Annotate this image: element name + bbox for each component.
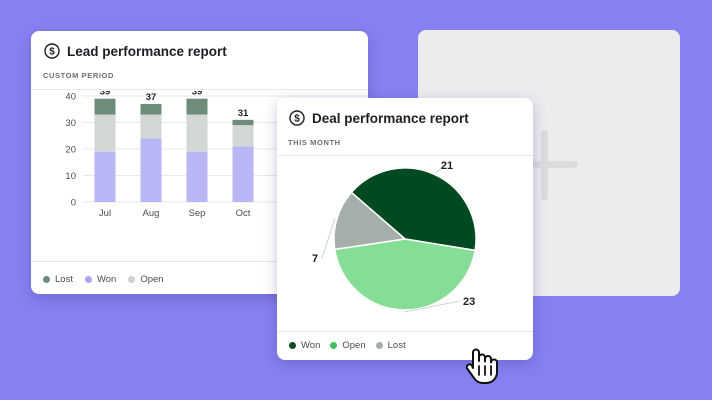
legend-label-won: Won — [301, 340, 321, 351]
bar-open-oct — [232, 125, 254, 147]
y-tick-label: 0 — [71, 198, 76, 209]
y-tick-label: 10 — [65, 171, 76, 182]
legend-item-open: Open — [128, 274, 164, 285]
deal-card-divider — [277, 155, 533, 156]
deal-performance-card[interactable]: $ Deal performance report THIS MONTH 21 2… — [277, 98, 533, 360]
x-tick-label: Oct — [236, 208, 251, 219]
pie-value-label: 7 — [312, 253, 318, 265]
y-tick-label: 30 — [65, 118, 76, 129]
legend-item-lost: Lost — [375, 340, 406, 351]
lead-card-footer-divider — [31, 261, 368, 262]
legend-item-open: Open — [330, 340, 366, 351]
pie-value-label: 23 — [463, 296, 475, 308]
deal-pie-chart: 21 23 7 — [312, 160, 477, 313]
lead-card-header: $ Lead performance report — [44, 43, 227, 59]
bar-total-label: 31 — [238, 108, 249, 119]
bar-open-jul — [94, 114, 116, 152]
bar-lost-aug — [140, 103, 162, 115]
legend-dot-open — [330, 342, 338, 349]
pie-slice-won — [350, 167, 477, 252]
legend-dot-won — [289, 342, 296, 349]
bar-lost-sep — [186, 98, 208, 115]
bar-total-label: 39 — [192, 91, 203, 98]
x-tick-label: Sep — [189, 208, 206, 219]
hand-pointer-icon — [465, 348, 498, 384]
pie-leader-line — [321, 218, 336, 259]
legend-label-open: Open — [342, 340, 366, 351]
pie-slice-open — [333, 238, 476, 311]
bar-total-label: 37 — [146, 92, 157, 103]
lead-chart-legend: Lost Won Open — [43, 274, 176, 285]
x-tick-label: Aug — [143, 208, 160, 219]
legend-label-lost: Lost — [55, 274, 73, 285]
plus-icon-vertical — [541, 130, 548, 200]
lead-card-title: Lead performance report — [67, 43, 227, 59]
legend-item-won: Won — [84, 274, 117, 285]
legend-label-lost: Lost — [387, 340, 406, 351]
bar-total-label: 39 — [100, 91, 111, 98]
y-tick-label: 20 — [65, 145, 76, 156]
legend-dot-won — [84, 276, 92, 283]
dollar-circle-icon: $ — [289, 110, 305, 126]
bar-open-aug — [140, 114, 162, 139]
lead-card-divider — [31, 89, 368, 90]
bar-open-sep — [186, 114, 208, 152]
pie-slice-lost — [333, 191, 407, 251]
y-tick-label: 40 — [65, 92, 76, 103]
bar-lost-jul — [94, 98, 116, 115]
lead-card-period: CUSTOM PERIOD — [43, 71, 115, 80]
deal-chart-legend: Won Open Lost — [289, 340, 418, 351]
bar-won-oct — [232, 146, 254, 202]
deal-card-period: THIS MONTH — [288, 138, 341, 147]
deal-card-title: Deal performance report — [312, 110, 469, 126]
legend-dot-lost — [43, 276, 50, 283]
deal-card-header: $ Deal performance report — [289, 110, 469, 126]
svg-text:$: $ — [49, 47, 55, 58]
pie-value-label: 21 — [441, 160, 453, 172]
deal-card-footer-divider — [277, 331, 533, 332]
legend-label-open: Open — [140, 274, 164, 285]
legend-item-lost: Lost — [43, 274, 73, 285]
pie-leader-line — [435, 164, 446, 174]
dollar-circle-icon: $ — [44, 43, 60, 59]
svg-text:$: $ — [294, 114, 300, 125]
legend-dot-lost — [375, 342, 383, 349]
bar-won-sep — [186, 151, 208, 202]
x-tick-label: Jul — [99, 208, 111, 219]
bar-won-jul — [94, 151, 116, 202]
legend-item-won: Won — [289, 340, 320, 351]
pie-leader-line — [404, 300, 461, 313]
bar-won-aug — [140, 138, 162, 202]
bar-lost-oct — [232, 119, 254, 126]
legend-label-won: Won — [96, 274, 117, 285]
legend-dot-open — [128, 276, 136, 283]
